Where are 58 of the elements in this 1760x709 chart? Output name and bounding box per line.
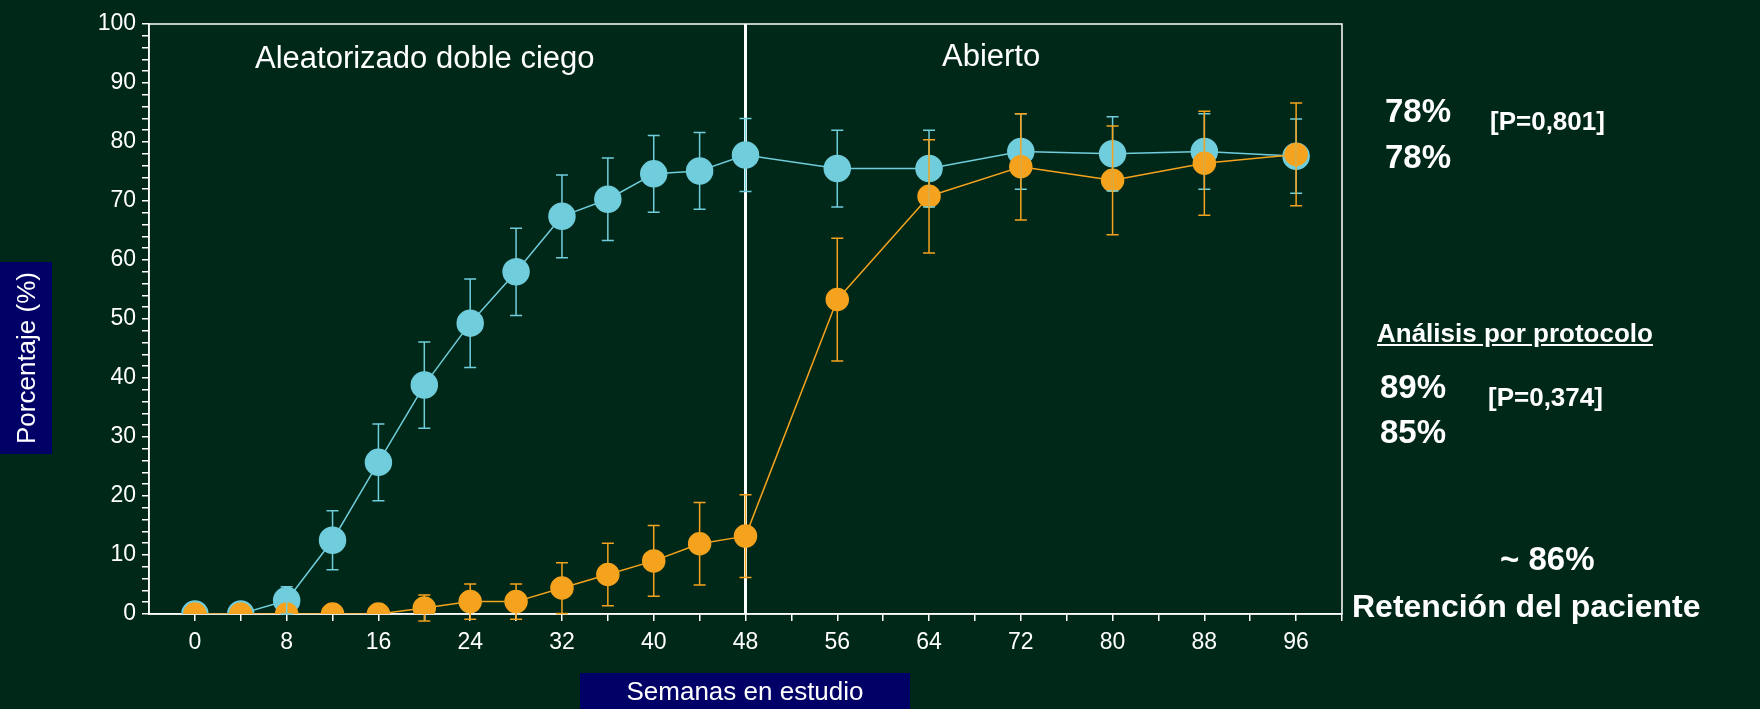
point	[364, 448, 393, 477]
point	[410, 371, 439, 399]
x-tick-label: 72	[1008, 628, 1034, 655]
point	[1100, 168, 1125, 193]
y-tick-label: 20	[110, 481, 136, 508]
y-tick-label: 90	[110, 68, 136, 95]
point	[639, 160, 668, 188]
annotation: Abierto	[942, 38, 1041, 74]
text: [P=0,801]	[1490, 106, 1605, 137]
point	[731, 141, 760, 169]
x-tick-label: 88	[1191, 628, 1218, 655]
point	[823, 154, 852, 183]
y-tick-label: 40	[110, 363, 136, 390]
y-tick-label: 60	[110, 245, 136, 272]
point	[548, 202, 576, 231]
x-tick-label: 8	[280, 628, 294, 655]
text: ~ 86%	[1500, 540, 1595, 578]
point	[318, 526, 347, 554]
point	[1192, 151, 1217, 175]
y-axis-title: Porcentaje (%)	[0, 262, 52, 454]
x-tick-label: 96	[1283, 628, 1309, 655]
x-tick-label: 40	[640, 628, 667, 655]
x-tick-label: 16	[365, 628, 392, 655]
text: [P=0,374]	[1488, 382, 1603, 413]
text: 78%	[1385, 92, 1452, 130]
text: 78%	[1385, 138, 1452, 176]
y-tick-label: 10	[110, 540, 136, 567]
x-axis-title: Semanas en estudio	[580, 673, 910, 709]
x-tick-label: 24	[457, 628, 484, 655]
y-tick-label: 100	[97, 9, 136, 36]
point	[733, 524, 758, 548]
y-tick-label: 0	[123, 599, 136, 626]
y-tick-label: 30	[110, 422, 136, 449]
point	[915, 154, 943, 183]
point	[1098, 140, 1127, 168]
text: Análisis por protocolo	[1377, 318, 1653, 349]
point	[502, 258, 530, 286]
point	[641, 549, 666, 573]
x-tick-label: 80	[1099, 628, 1126, 655]
point	[594, 185, 622, 213]
point	[825, 287, 850, 312]
x-tick-label: 0	[188, 628, 202, 655]
y-tick-label: 50	[110, 304, 136, 331]
text: 85%	[1380, 413, 1447, 451]
point	[456, 309, 484, 337]
annotation: Aleatorizado doble ciego	[255, 40, 595, 76]
text: 89%	[1380, 368, 1447, 406]
point	[685, 157, 714, 185]
point	[550, 576, 574, 600]
y-tick-label: 80	[110, 127, 136, 154]
point	[504, 589, 528, 614]
x-tick-label: 64	[916, 628, 943, 655]
text: Retención del paciente	[1352, 588, 1701, 625]
x-tick-label: 48	[732, 628, 759, 655]
x-tick-label: 56	[824, 628, 851, 655]
x-tick-label: 32	[549, 628, 575, 655]
point	[687, 532, 712, 556]
y-tick-label: 70	[110, 186, 136, 213]
